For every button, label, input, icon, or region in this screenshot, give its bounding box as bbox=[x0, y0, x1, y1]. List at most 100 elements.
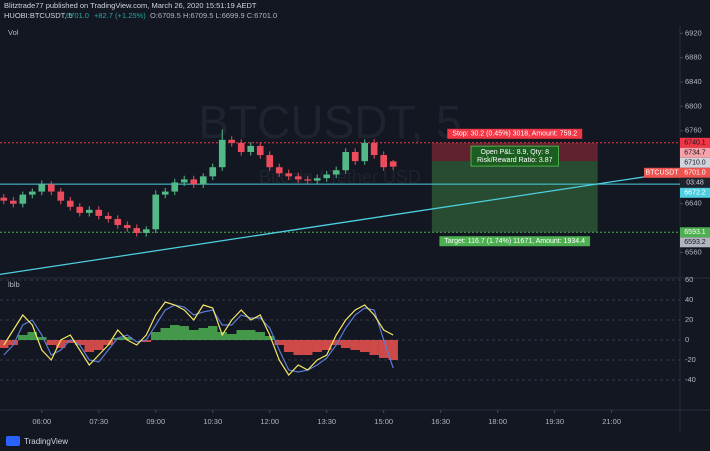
x-tick-label: 18:00 bbox=[488, 417, 507, 426]
candle-body bbox=[370, 142, 378, 156]
candle-body bbox=[57, 191, 65, 201]
histogram-bar bbox=[18, 335, 28, 340]
y-tick-label: 6760 bbox=[685, 126, 702, 135]
candle-body bbox=[380, 155, 388, 168]
candle-body bbox=[9, 200, 17, 204]
histogram-bar bbox=[56, 340, 66, 348]
pane-label: lblb bbox=[8, 280, 20, 289]
price-tag bbox=[680, 227, 710, 238]
candle-body bbox=[228, 139, 236, 143]
histogram-bar bbox=[359, 340, 370, 352]
x-tick-label: 19:30 bbox=[545, 417, 564, 426]
symbol-tag-label: BTCUSDT bbox=[645, 170, 679, 177]
candle-body bbox=[351, 152, 359, 162]
stop-label-bg bbox=[447, 128, 583, 139]
target-label-bg bbox=[439, 236, 591, 247]
histogram-bar bbox=[321, 340, 332, 350]
histogram-bar bbox=[84, 340, 95, 352]
brand: TradingView bbox=[24, 437, 68, 446]
histogram-bar bbox=[65, 340, 76, 343]
histogram-bar bbox=[179, 326, 189, 340]
target-label: Target: 116.7 (1.74%) 11671, Amount: 193… bbox=[444, 238, 585, 245]
price-change: +82.7 (+1.25%) bbox=[94, 11, 146, 20]
histogram-bar bbox=[151, 332, 161, 340]
candle-body bbox=[95, 209, 103, 216]
histogram-bar bbox=[94, 340, 104, 350]
histogram-bar bbox=[75, 340, 85, 345]
histogram-bar bbox=[245, 330, 256, 340]
candle-body bbox=[133, 228, 141, 233]
price-tag bbox=[680, 157, 710, 168]
candle-body bbox=[0, 197, 8, 201]
oscillator-line bbox=[3, 301, 394, 376]
candle-body bbox=[342, 152, 350, 171]
price-tag-label: 6710.0 bbox=[684, 160, 706, 167]
candle-body bbox=[104, 215, 112, 219]
x-tick-label: 15:00 bbox=[374, 417, 393, 426]
symbol-tag bbox=[644, 167, 680, 178]
publisher: Blitztrade77 published on TradingView.co… bbox=[4, 1, 257, 10]
price-tag bbox=[680, 147, 710, 158]
candle-body bbox=[85, 209, 93, 213]
histogram-bar bbox=[27, 332, 38, 340]
y-tick-label: -40 bbox=[685, 375, 696, 384]
histogram-bar bbox=[312, 340, 322, 352]
stop-label: Stop: 30.2 (0.45%) 3018, Amount: 759.2 bbox=[452, 131, 577, 138]
price-tag-label: 6701.0 bbox=[684, 170, 706, 177]
histogram-bar bbox=[226, 334, 237, 340]
candle-body bbox=[19, 194, 27, 204]
candle-body bbox=[161, 191, 169, 195]
candle-body bbox=[332, 170, 340, 175]
countdown: 03:48 bbox=[686, 180, 704, 187]
candle-body bbox=[152, 194, 160, 230]
candle-body bbox=[313, 178, 321, 181]
x-tick-label: 13:30 bbox=[317, 417, 336, 426]
x-tick-label: 09:00 bbox=[146, 417, 165, 426]
histogram-bar bbox=[388, 340, 398, 360]
price-tag-label: 6593.1 bbox=[684, 229, 706, 236]
histogram-bar bbox=[255, 332, 265, 340]
candle-body bbox=[209, 167, 217, 177]
trendline bbox=[0, 170, 680, 275]
candle-body bbox=[285, 173, 293, 177]
watermark-sub: Bitcoin / Tether USD bbox=[259, 167, 421, 187]
candle-body bbox=[76, 206, 84, 213]
candle-body bbox=[294, 176, 302, 180]
price-tag-label: 6734.7 bbox=[684, 150, 706, 157]
histogram-bar bbox=[46, 340, 57, 345]
histogram-bar bbox=[160, 328, 170, 340]
candle-body bbox=[266, 155, 274, 168]
histogram-bar bbox=[122, 337, 133, 340]
histogram-bar bbox=[331, 340, 341, 345]
volume-label: Vol bbox=[8, 28, 19, 37]
y-tick-label: 60 bbox=[685, 275, 693, 284]
y-tick-label: 6800 bbox=[685, 101, 702, 110]
histogram-bar bbox=[103, 340, 114, 345]
candle-body bbox=[361, 142, 369, 162]
candle-body bbox=[142, 229, 150, 233]
y-tick-label: 6880 bbox=[685, 53, 702, 62]
histogram-bar bbox=[350, 340, 360, 350]
histogram-bar bbox=[274, 340, 284, 345]
price-tag-label: 6672.2 bbox=[684, 190, 706, 197]
candle-body bbox=[256, 145, 264, 156]
y-tick-label: -20 bbox=[685, 355, 696, 364]
candle-body bbox=[123, 225, 131, 229]
candle-body bbox=[28, 191, 36, 195]
histogram-bar bbox=[369, 340, 379, 355]
candle-body bbox=[218, 139, 226, 168]
symbol: HUOBI:BTCUSDT, 5 bbox=[4, 11, 73, 20]
candle-body bbox=[190, 179, 198, 185]
x-tick-label: 07:30 bbox=[89, 417, 108, 426]
x-tick-label: 21:00 bbox=[602, 417, 621, 426]
candle-body bbox=[114, 218, 122, 226]
countdown-bg bbox=[680, 177, 710, 188]
candle-body bbox=[47, 184, 55, 192]
x-tick-label: 06:00 bbox=[32, 417, 51, 426]
candle-body bbox=[237, 142, 245, 152]
candle-body bbox=[66, 200, 74, 207]
histogram-bar bbox=[264, 336, 275, 340]
histogram-bar bbox=[113, 338, 123, 340]
histogram-bar bbox=[37, 337, 47, 340]
